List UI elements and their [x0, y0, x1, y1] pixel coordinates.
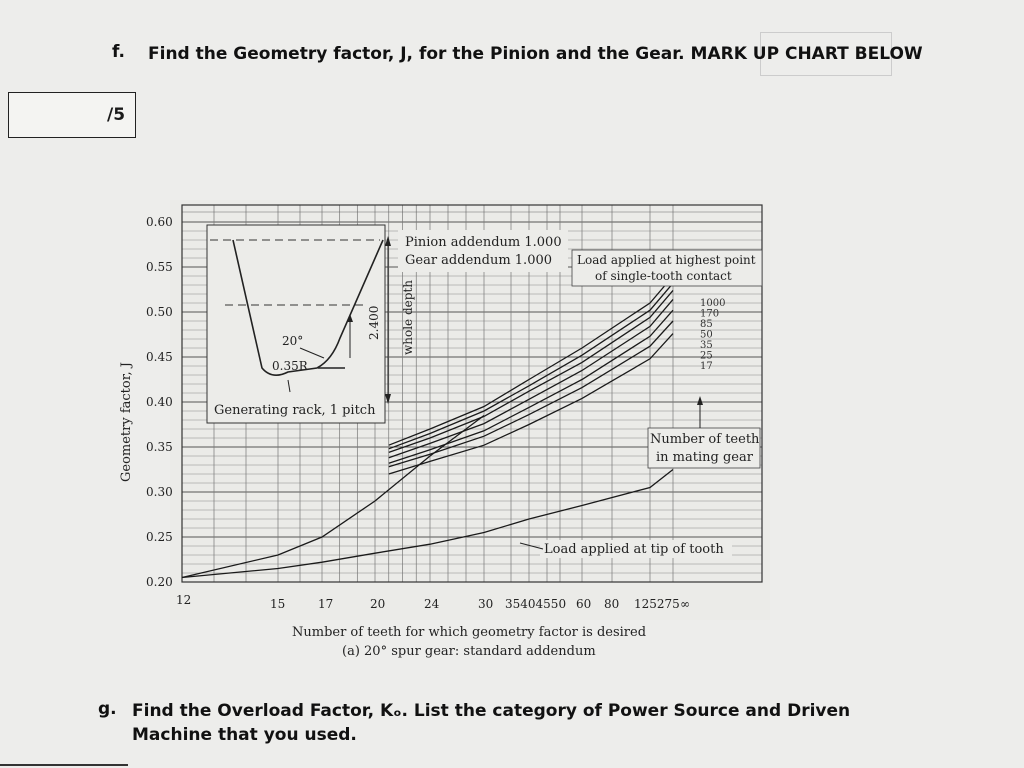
y-axis-title: Geometry factor, J	[119, 362, 134, 482]
highest-point-label-1: Load applied at highest point	[577, 253, 756, 267]
rack-angle-pointer	[299, 347, 325, 359]
series-line	[181, 468, 674, 579]
bottom-divider	[0, 764, 128, 766]
tip-label-pointer	[519, 542, 544, 550]
rack-angle-label: 20°	[282, 334, 303, 348]
x-tick-label: 12	[176, 593, 191, 607]
plot-frame	[181, 204, 763, 583]
gear-addendum-label: Gear addendum 1.000	[405, 253, 552, 268]
y-tick-label: 0.30	[146, 485, 173, 499]
rack-inset: 20° 0.35R 2.400 whole depth Generating r…	[206, 224, 415, 424]
rack-depth-arrow-top	[385, 236, 391, 246]
y-tick-label: 0.35	[146, 440, 173, 454]
score-box[interactable]: /5	[8, 92, 136, 138]
x-tick-label: 60	[576, 597, 591, 611]
mating-gear-arrowhead	[697, 396, 703, 405]
chart-caption: (a) 20° spur gear: standard addendum	[342, 644, 596, 659]
y-tick-label: 0.45	[146, 350, 173, 364]
mating-gear-label-2: in mating gear	[656, 450, 754, 465]
series-line	[388, 320, 674, 468]
series-line	[388, 282, 674, 450]
x-tick-label: 30	[478, 597, 493, 611]
x-tick-label: 15	[270, 597, 285, 611]
question-f-number: f.	[112, 42, 125, 62]
mating-gear-box	[647, 427, 761, 469]
x-tick-label: 24	[424, 597, 440, 611]
rack-radius-pointer	[287, 379, 291, 393]
x-tick-label: 20	[370, 597, 385, 611]
rack-inset-box	[206, 224, 386, 424]
pinion-addendum-label: Pinion addendum 1.000	[405, 235, 562, 250]
x-axis-title: Number of teeth for which geometry facto…	[292, 625, 646, 640]
rack-radius-label: 0.35R	[272, 359, 309, 373]
series-line	[388, 333, 674, 475]
y-tick-label: 0.40	[146, 395, 173, 409]
score-label: /5	[107, 105, 126, 125]
x-tick-labels: 12 15 17 20 24 30 35404550 60 80 125275 ∞	[176, 593, 690, 611]
y-tick-label: 0.25	[146, 530, 173, 544]
legend-label: 35	[700, 340, 713, 351]
addendum-box	[398, 230, 568, 272]
tip-label-box	[540, 540, 732, 558]
rack-depth-arrow-bottom	[385, 394, 391, 404]
x-tick-label: 35404550	[505, 597, 566, 611]
rack-label: Generating rack, 1 pitch	[214, 403, 376, 418]
y-tick-label: 0.55	[146, 260, 173, 274]
legend-label: 50	[700, 330, 713, 341]
series-line	[388, 275, 674, 446]
x-tick-label: 125275	[634, 597, 680, 611]
chart-series	[181, 275, 674, 579]
rack-depth-caption: whole depth	[401, 280, 415, 355]
series-line	[181, 414, 485, 579]
rack-small-arrowhead	[347, 314, 353, 322]
rack-tooth-profile	[232, 239, 384, 376]
series-line	[388, 298, 674, 459]
series-line	[388, 289, 674, 454]
legend-label: 17	[700, 361, 713, 372]
legend-label: 1000	[700, 298, 725, 309]
question-g-text: Find the Overload Factor, Kₒ. List the c…	[132, 701, 851, 745]
tip-label: Load applied at tip of tooth	[544, 542, 724, 557]
legend-label: 25	[700, 351, 713, 362]
x-tick-label: 80	[604, 597, 619, 611]
x-tick-label: ∞	[680, 597, 690, 611]
question-f-text: Find the Geometry factor, J, for the Pin…	[148, 44, 923, 64]
legend-label: 85	[700, 319, 713, 330]
highest-point-box	[571, 249, 763, 287]
series-line	[388, 309, 674, 464]
rack-depth-label: 2.400	[367, 306, 381, 340]
legend-label: 170	[700, 309, 719, 320]
y-tick-labels: 0.20 0.25 0.30 0.35 0.40 0.45 0.50 0.55 0.60	[146, 215, 173, 589]
x-tick-label: 17	[318, 597, 333, 611]
question-g-number: g.	[98, 699, 117, 719]
mating-gear-label-1: Number of teeth	[650, 432, 760, 447]
y-tick-label: 0.60	[146, 215, 173, 229]
highest-point-label-2: of single-tooth contact	[595, 269, 732, 283]
y-tick-label: 0.20	[146, 575, 173, 589]
y-tick-label: 0.50	[146, 305, 173, 319]
answer-box	[760, 32, 892, 76]
